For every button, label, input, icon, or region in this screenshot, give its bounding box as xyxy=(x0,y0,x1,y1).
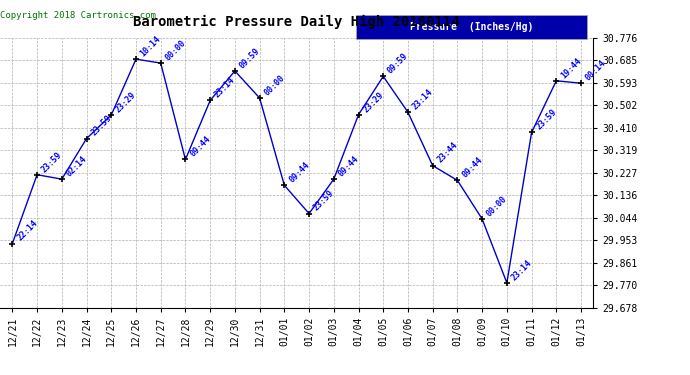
Text: 23:44: 23:44 xyxy=(435,141,460,165)
Text: 02:14: 02:14 xyxy=(65,154,88,178)
Text: Pressure  (Inches/Hg): Pressure (Inches/Hg) xyxy=(410,22,533,32)
Text: 23:29: 23:29 xyxy=(362,90,385,114)
Text: 09:59: 09:59 xyxy=(237,46,262,70)
Text: 19:44: 19:44 xyxy=(559,56,583,80)
Text: 23:59: 23:59 xyxy=(89,114,113,138)
FancyBboxPatch shape xyxy=(356,15,587,39)
Text: Barometric Pressure Daily High 20180114: Barometric Pressure Daily High 20180114 xyxy=(133,15,460,29)
Text: 10:14: 10:14 xyxy=(139,34,163,58)
Text: 23:59: 23:59 xyxy=(534,108,558,132)
Text: 00:00: 00:00 xyxy=(485,194,509,218)
Text: 09:44: 09:44 xyxy=(287,160,311,184)
Text: 23:14: 23:14 xyxy=(510,258,533,282)
Text: 09:44: 09:44 xyxy=(337,154,361,178)
Text: Copyright 2018 Cartronics.com: Copyright 2018 Cartronics.com xyxy=(0,10,156,20)
Text: 09:59: 09:59 xyxy=(386,51,410,76)
Text: 09:44: 09:44 xyxy=(460,156,484,180)
Text: 23:59: 23:59 xyxy=(40,150,64,174)
Text: 00:14: 00:14 xyxy=(584,58,608,82)
Text: 23:14: 23:14 xyxy=(411,87,435,111)
Text: 23:59: 23:59 xyxy=(312,189,336,213)
Text: 22:14: 22:14 xyxy=(15,219,39,243)
Text: 09:44: 09:44 xyxy=(188,135,213,159)
Text: 23:29: 23:29 xyxy=(114,90,138,114)
Text: 00:00: 00:00 xyxy=(164,38,188,62)
Text: 00:00: 00:00 xyxy=(262,73,286,97)
Text: 23:14: 23:14 xyxy=(213,76,237,100)
